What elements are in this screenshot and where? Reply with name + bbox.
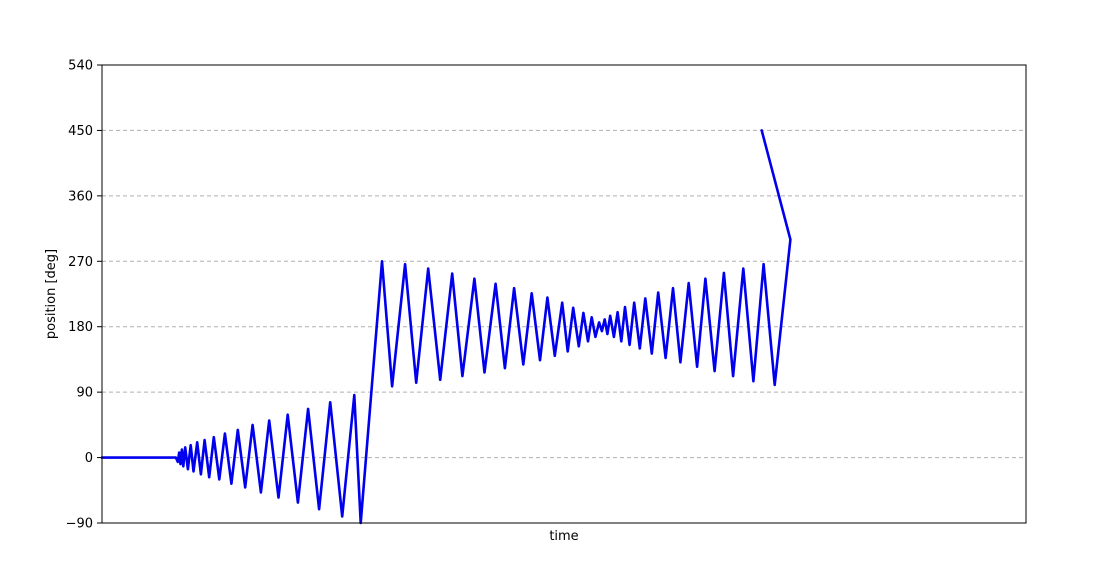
y-tick-label: −90	[66, 517, 93, 532]
y-tick-label: 180	[68, 320, 93, 335]
grid-lines	[102, 129, 1026, 459]
y-tick-label: 360	[68, 189, 93, 204]
y-tick-label: 0	[85, 451, 93, 466]
series-layer	[100, 129, 792, 525]
x-axis-label: time	[549, 529, 578, 544]
y-tick-label: 270	[68, 255, 93, 270]
series-line	[100, 129, 792, 525]
y-tick-label: 540	[68, 59, 93, 74]
plot-frame	[101, 64, 1027, 524]
y-tick-label: 90	[76, 386, 93, 401]
y-tick-label: 450	[68, 124, 93, 139]
y-axis-label: position [deg]	[44, 249, 59, 339]
y-ticks: −90 0 90 180 270 360 450 540	[66, 59, 102, 532]
